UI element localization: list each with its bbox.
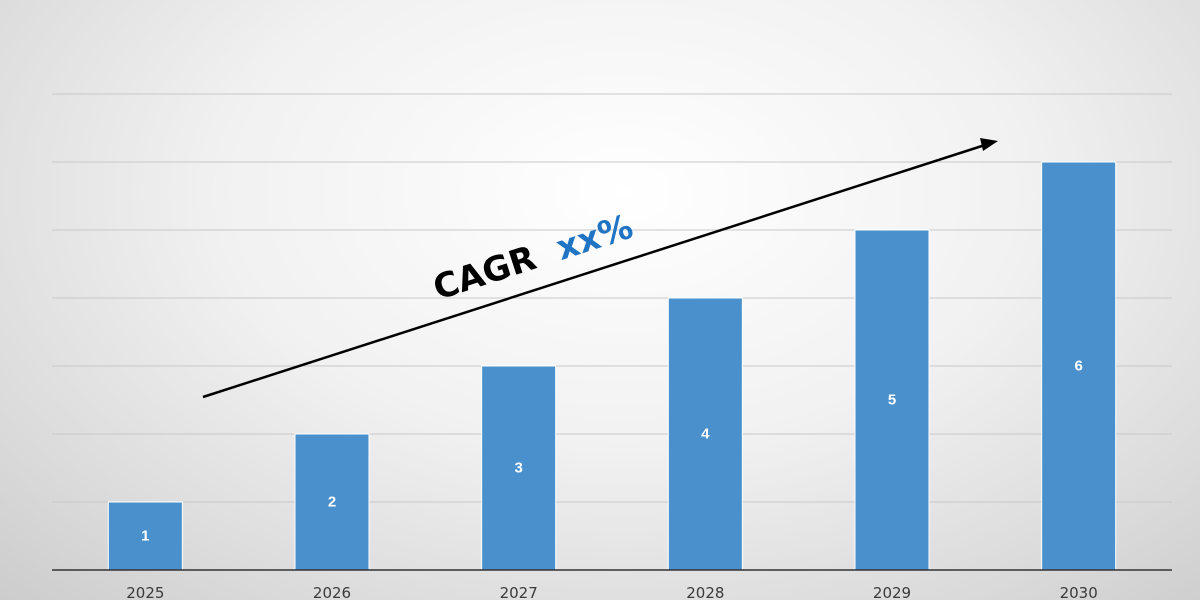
x-tick-2030: 2030 — [1060, 584, 1098, 600]
bar-2029 — [854, 229, 930, 571]
data-label-2025: 1 — [141, 528, 149, 545]
cagr-value: xx% — [551, 207, 637, 269]
bar-2027 — [481, 365, 557, 571]
data-label-2028: 4 — [701, 426, 710, 443]
data-label-2026: 2 — [328, 494, 336, 511]
bars — [107, 161, 1117, 571]
x-tick-2029: 2029 — [873, 584, 911, 600]
trend-arrow-head — [980, 138, 998, 151]
gridlines — [52, 93, 1172, 503]
data-label-2027: 3 — [514, 460, 522, 477]
x-tick-2027: 2027 — [500, 584, 538, 600]
cagr-annotation-text: CAGR xx% — [428, 207, 637, 309]
x-tick-labels: 2025 2026 2027 2028 2029 2030 — [126, 584, 1098, 600]
x-tick-2028: 2028 — [686, 584, 724, 600]
trend-arrow — [202, 143, 986, 399]
data-label-2030: 6 — [1074, 358, 1082, 375]
data-label-2029: 5 — [888, 392, 896, 409]
x-tick-2025: 2025 — [126, 584, 164, 600]
x-tick-2026: 2026 — [313, 584, 351, 600]
bar-2030 — [1041, 161, 1117, 571]
bar-2026 — [294, 433, 370, 571]
bar-2028 — [667, 297, 743, 571]
data-labels: 1 2 3 4 5 6 — [141, 358, 1083, 545]
